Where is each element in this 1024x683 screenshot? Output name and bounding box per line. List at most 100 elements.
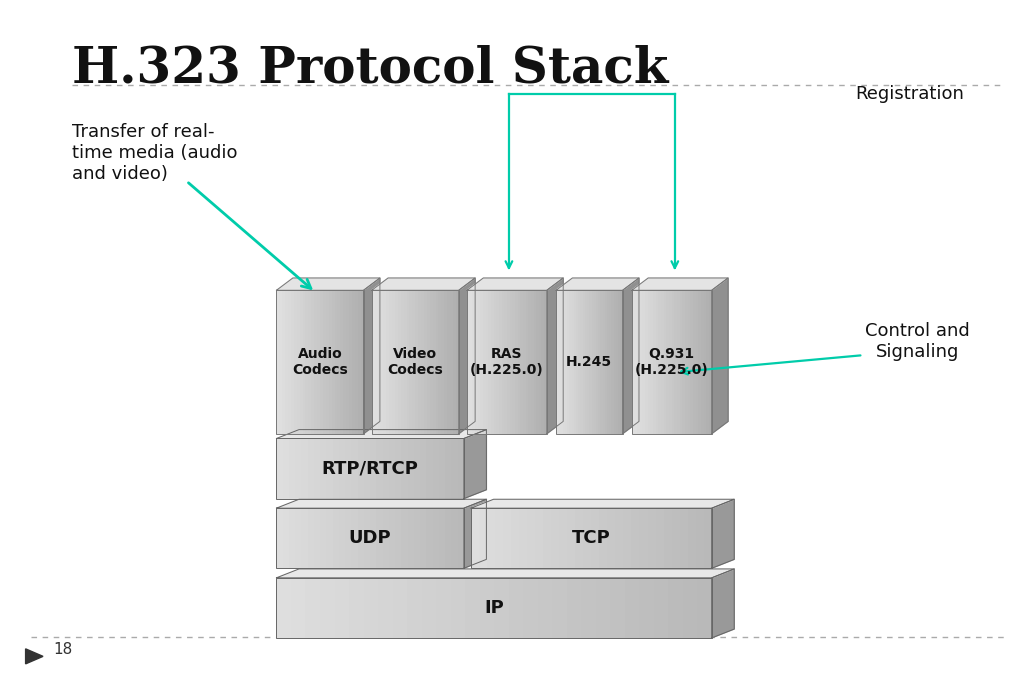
Polygon shape bbox=[563, 290, 565, 434]
Polygon shape bbox=[632, 278, 728, 290]
Polygon shape bbox=[515, 290, 517, 434]
Polygon shape bbox=[520, 290, 523, 434]
Polygon shape bbox=[635, 290, 637, 434]
Polygon shape bbox=[340, 290, 343, 434]
Polygon shape bbox=[349, 290, 352, 434]
Polygon shape bbox=[371, 508, 377, 568]
Polygon shape bbox=[321, 508, 327, 568]
Polygon shape bbox=[413, 290, 416, 434]
Polygon shape bbox=[567, 290, 569, 434]
Polygon shape bbox=[590, 290, 592, 434]
Polygon shape bbox=[307, 508, 314, 568]
Polygon shape bbox=[445, 508, 452, 568]
Polygon shape bbox=[395, 438, 401, 499]
Polygon shape bbox=[667, 290, 669, 434]
Polygon shape bbox=[573, 290, 575, 434]
Polygon shape bbox=[693, 290, 695, 434]
Polygon shape bbox=[345, 438, 351, 499]
Polygon shape bbox=[418, 290, 421, 434]
Polygon shape bbox=[639, 508, 647, 568]
Polygon shape bbox=[343, 290, 346, 434]
Polygon shape bbox=[675, 290, 677, 434]
Polygon shape bbox=[697, 578, 712, 638]
Text: RTP/RTCP: RTP/RTCP bbox=[322, 460, 419, 477]
Polygon shape bbox=[490, 290, 494, 434]
Polygon shape bbox=[653, 290, 655, 434]
Polygon shape bbox=[355, 290, 357, 434]
Polygon shape bbox=[565, 290, 567, 434]
Polygon shape bbox=[530, 290, 534, 434]
Polygon shape bbox=[421, 290, 424, 434]
Polygon shape bbox=[467, 278, 563, 290]
Polygon shape bbox=[701, 290, 703, 434]
Polygon shape bbox=[567, 508, 575, 568]
Polygon shape bbox=[625, 578, 639, 638]
Polygon shape bbox=[472, 290, 475, 434]
Polygon shape bbox=[435, 290, 438, 434]
Polygon shape bbox=[395, 290, 397, 434]
Polygon shape bbox=[401, 508, 408, 568]
Polygon shape bbox=[680, 508, 688, 568]
Polygon shape bbox=[338, 290, 340, 434]
Polygon shape bbox=[407, 290, 410, 434]
Polygon shape bbox=[364, 578, 378, 638]
Polygon shape bbox=[610, 578, 625, 638]
Polygon shape bbox=[712, 278, 728, 434]
Text: Audio
Codecs: Audio Codecs bbox=[292, 347, 348, 377]
Polygon shape bbox=[688, 508, 695, 568]
Polygon shape bbox=[571, 290, 573, 434]
Polygon shape bbox=[479, 578, 495, 638]
Polygon shape bbox=[453, 290, 456, 434]
Polygon shape bbox=[305, 290, 308, 434]
Polygon shape bbox=[327, 438, 333, 499]
Polygon shape bbox=[383, 290, 386, 434]
Polygon shape bbox=[559, 508, 567, 568]
Text: Transfer of real-
time media (audio
and video): Transfer of real- time media (audio and … bbox=[72, 123, 238, 182]
Polygon shape bbox=[392, 290, 395, 434]
Polygon shape bbox=[607, 290, 609, 434]
Polygon shape bbox=[317, 290, 319, 434]
Polygon shape bbox=[349, 578, 364, 638]
Polygon shape bbox=[276, 569, 734, 578]
Polygon shape bbox=[547, 278, 563, 434]
Polygon shape bbox=[551, 508, 559, 568]
Polygon shape bbox=[289, 508, 295, 568]
Polygon shape bbox=[451, 578, 465, 638]
Polygon shape bbox=[408, 438, 414, 499]
Polygon shape bbox=[583, 290, 585, 434]
Polygon shape bbox=[602, 290, 605, 434]
Polygon shape bbox=[556, 290, 558, 434]
Polygon shape bbox=[616, 290, 618, 434]
Polygon shape bbox=[569, 290, 571, 434]
Polygon shape bbox=[517, 290, 520, 434]
Polygon shape bbox=[447, 290, 451, 434]
Polygon shape bbox=[672, 508, 680, 568]
Polygon shape bbox=[509, 578, 523, 638]
Text: H.323 Protocol Stack: H.323 Protocol Stack bbox=[72, 44, 668, 94]
Polygon shape bbox=[579, 290, 581, 434]
Text: IP: IP bbox=[484, 599, 504, 617]
Polygon shape bbox=[458, 508, 464, 568]
Polygon shape bbox=[539, 290, 542, 434]
Polygon shape bbox=[632, 508, 639, 568]
Polygon shape bbox=[386, 290, 389, 434]
Polygon shape bbox=[695, 508, 703, 568]
Polygon shape bbox=[512, 290, 515, 434]
Polygon shape bbox=[410, 290, 413, 434]
Polygon shape bbox=[497, 290, 499, 434]
Polygon shape bbox=[556, 278, 639, 290]
Polygon shape bbox=[300, 290, 303, 434]
Polygon shape bbox=[594, 290, 596, 434]
Polygon shape bbox=[327, 508, 333, 568]
Polygon shape bbox=[401, 438, 408, 499]
Polygon shape bbox=[427, 290, 430, 434]
Polygon shape bbox=[288, 290, 291, 434]
Polygon shape bbox=[552, 578, 566, 638]
Polygon shape bbox=[424, 290, 427, 434]
Polygon shape bbox=[372, 290, 375, 434]
Polygon shape bbox=[289, 438, 295, 499]
Polygon shape bbox=[712, 569, 734, 638]
Polygon shape bbox=[436, 578, 451, 638]
Polygon shape bbox=[645, 290, 648, 434]
Polygon shape bbox=[346, 290, 349, 434]
